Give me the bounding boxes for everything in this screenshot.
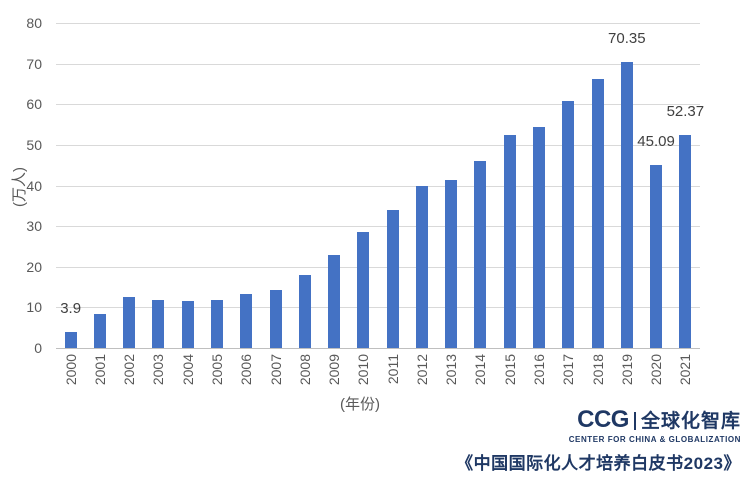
bar-2004 (181, 301, 194, 348)
gridline (56, 307, 700, 309)
x-tick-label-2001: 2001 (91, 354, 108, 386)
data-label-2021: 52.37 (666, 103, 705, 121)
x-tick-label-2020: 2020 (648, 354, 665, 386)
y-tick-label-30: 30 (26, 218, 42, 235)
x-tick-label-2021: 2021 (677, 354, 694, 386)
bar-2014 (474, 161, 487, 348)
x-tick-label-2012: 2012 (413, 354, 430, 386)
ccg-logo-chinese: 全球化智库 (640, 411, 741, 432)
bar-2011 (386, 209, 399, 348)
y-tick-label-40: 40 (26, 177, 42, 194)
x-tick-label-2009: 2009 (326, 354, 343, 386)
bar-2017 (562, 100, 575, 348)
bar-2001 (93, 313, 106, 348)
bar-2002 (123, 297, 136, 348)
gridline (56, 266, 700, 268)
y-tick-label-80: 80 (26, 15, 42, 31)
bar-2018 (591, 79, 604, 348)
y-tick-label-10: 10 (26, 299, 42, 316)
ccg-logo-subtitle: CENTER FOR CHINA & GLOBALIZATION (568, 435, 741, 444)
bar-2019 (620, 62, 633, 348)
bar-2013 (445, 179, 458, 348)
y-tick-label-0: 0 (34, 340, 42, 356)
x-tick-label-2015: 2015 (501, 354, 518, 386)
ccg-logo: CCG 全球化智库 (456, 406, 741, 434)
gridline (56, 226, 700, 228)
bar-2003 (152, 300, 165, 348)
bar-2021 (679, 135, 692, 348)
bar-2005 (211, 299, 223, 348)
bar-2020 (650, 164, 663, 348)
gridline (56, 63, 700, 65)
data-label-2000: 3.9 (60, 300, 82, 318)
y-tick-label-70: 70 (26, 55, 42, 72)
x-tick-label-2018: 2018 (589, 354, 606, 386)
bar-2008 (298, 274, 311, 348)
bar-2007 (269, 289, 282, 348)
bar-2009 (328, 254, 341, 348)
x-tick-label-2013: 2013 (443, 354, 460, 386)
source-title: 《中国国际化人才培养白皮书2023》 (456, 454, 741, 473)
source-footer: CCG 全球化智库 CENTER FOR CHINA & GLOBALIZATI… (456, 406, 741, 474)
y-tick-label-60: 60 (26, 96, 42, 113)
x-axis-title: (年份) (340, 396, 380, 413)
x-tick-label-2008: 2008 (296, 354, 313, 386)
bar-2006 (240, 293, 253, 348)
bar-2010 (357, 232, 370, 348)
x-tick-label-2016: 2016 (531, 354, 547, 386)
x-tick-label-2000: 2000 (62, 354, 79, 386)
bar-2000 (64, 332, 77, 348)
data-label-2019: 70.35 (608, 30, 646, 48)
x-tick-label-2017: 2017 (560, 354, 577, 386)
x-tick-label-2006: 2006 (238, 354, 255, 386)
x-tick-label-2010: 2010 (355, 354, 372, 386)
bar-2016 (533, 126, 545, 348)
data-label-2020: 45.09 (637, 132, 675, 150)
bar-2015 (503, 135, 516, 348)
x-tick-label-2003: 2003 (150, 354, 167, 386)
gridline (56, 104, 700, 106)
x-axis-line (56, 348, 700, 349)
x-tick-label-2007: 2007 (267, 354, 284, 386)
gridline (56, 144, 700, 146)
logo-divider (633, 412, 636, 430)
y-tick-label-20: 20 (26, 258, 42, 275)
x-tick-label-2002: 2002 (121, 354, 138, 386)
x-tick-label-2004: 2004 (179, 354, 196, 386)
y-tick-label-50: 50 (26, 136, 42, 153)
x-tick-label-2014: 2014 (472, 354, 489, 386)
x-tick-label-2005: 2005 (209, 354, 225, 386)
x-tick-label-2019: 2019 (618, 354, 635, 386)
bar-2012 (415, 185, 428, 348)
gridline (56, 23, 700, 24)
ccg-logo-text: CCG (577, 406, 629, 433)
x-tick-label-2011: 2011 (384, 354, 401, 385)
gridline (56, 185, 700, 187)
